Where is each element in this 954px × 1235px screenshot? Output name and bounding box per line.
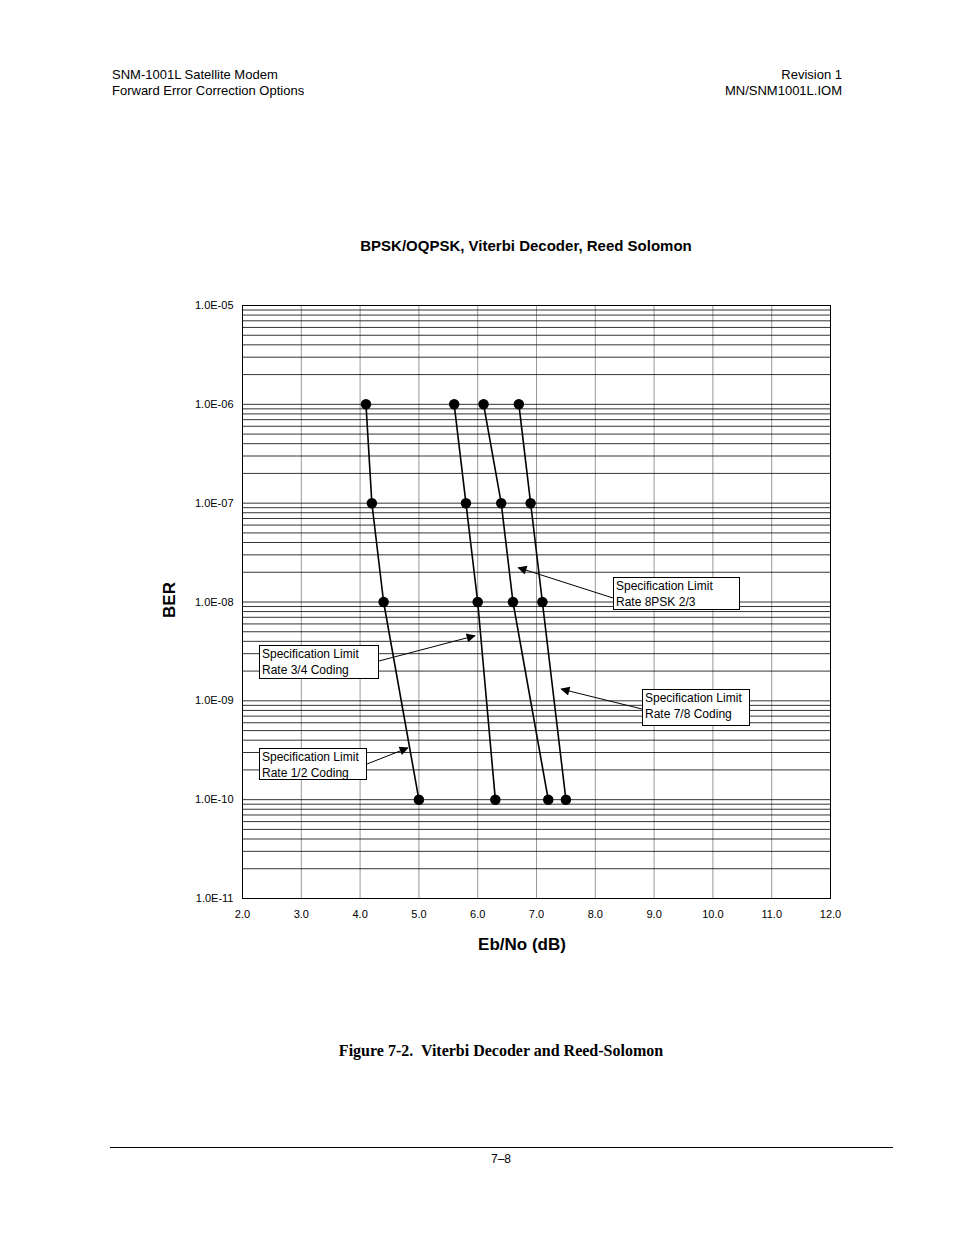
svg-text:8.0: 8.0 — [588, 908, 603, 920]
svg-text:1.0E-11: 1.0E-11 — [196, 892, 234, 904]
html-text:MN/SNM1001L.IOM: MN/SNM1001L.IOM — [725, 83, 842, 98]
svg-text:1.0E-06: 1.0E-06 — [195, 398, 234, 410]
svg-text:12.0: 12.0 — [820, 908, 841, 920]
html-text:Forward Error Correction Optio: Forward Error Correction Options — [112, 83, 305, 98]
html-text:BER: BER — [160, 582, 179, 618]
svg-text:11.0: 11.0 — [761, 908, 782, 920]
svg-text:1.0E-05: 1.0E-05 — [195, 299, 234, 311]
svg-text:9.0: 9.0 — [646, 908, 661, 920]
html-text:Rate 8PSK 2/3: Rate 8PSK 2/3 — [616, 595, 696, 609]
html-text:7–8: 7–8 — [491, 1152, 511, 1166]
svg-text:1.0E-07: 1.0E-07 — [195, 497, 234, 509]
svg-text:10.0: 10.0 — [702, 908, 723, 920]
html-text:SNM-1001L Satellite Modem: SNM-1001L Satellite Modem — [112, 67, 278, 82]
html-text:Eb/No (dB): Eb/No (dB) — [478, 935, 566, 954]
svg-text:6.0: 6.0 — [470, 908, 485, 920]
html-text:Specification Limit: Specification Limit — [645, 691, 742, 705]
svg-text:7.0: 7.0 — [529, 908, 544, 920]
html-text:Rate 7/8 Coding: Rate 7/8 Coding — [645, 707, 732, 721]
html-text:Revision 1: Revision 1 — [781, 67, 842, 82]
html-text:Specification Limit: Specification Limit — [262, 647, 359, 661]
html-text:Figure 7-2. Viterbi Decoder an: Figure 7-2. Viterbi Decoder and Reed-Sol… — [338, 1042, 664, 1059]
svg-text:2.0: 2.0 — [235, 908, 250, 920]
svg-text:4.0: 4.0 — [352, 908, 367, 920]
html-text:Specification Limit: Specification Limit — [262, 750, 359, 764]
svg-text:1.0E-08: 1.0E-08 — [195, 596, 234, 608]
html-text:Rate 3/4 Coding: Rate 3/4 Coding — [262, 663, 349, 677]
svg-text:3.0: 3.0 — [294, 908, 309, 920]
html-text:Specification Limit: Specification Limit — [616, 579, 713, 593]
svg-text:5.0: 5.0 — [411, 908, 426, 920]
svg-text:1.0E-09: 1.0E-09 — [195, 694, 234, 706]
html-text:BPSK/OQPSK, Viterbi Decoder, R: BPSK/OQPSK, Viterbi Decoder, Reed Solomo… — [360, 237, 692, 254]
html-text:Rate 1/2 Coding: Rate 1/2 Coding — [262, 766, 349, 780]
svg-text:1.0E-10: 1.0E-10 — [195, 793, 234, 805]
